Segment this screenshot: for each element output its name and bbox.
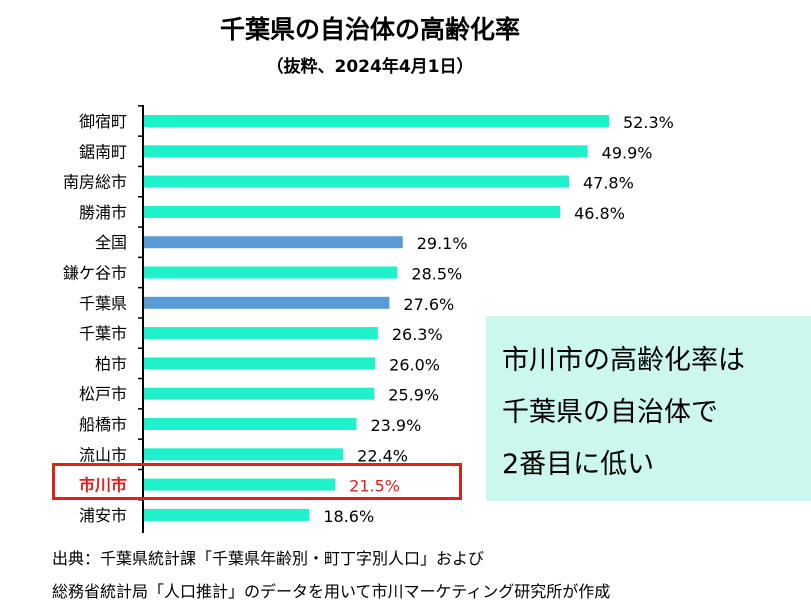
bar	[144, 448, 344, 461]
value-label: 47.8%	[583, 174, 634, 193]
callout-line-2: 千葉県の自治体で	[502, 397, 718, 428]
value-label: 49.9%	[602, 143, 653, 162]
bar	[144, 418, 357, 430]
category-label: 鋸南町	[79, 142, 127, 161]
bar	[144, 387, 375, 400]
highlight-box	[52, 463, 462, 500]
category-label: 浦安市	[79, 506, 127, 525]
value-label: 21.5%	[349, 477, 400, 496]
category-label: 柏市	[95, 354, 127, 373]
value-label: 26.0%	[389, 355, 440, 374]
bar	[144, 508, 310, 521]
value-label: 25.9%	[388, 386, 439, 405]
value-label: 18.6%	[323, 507, 374, 526]
value-label: 52.3%	[623, 113, 674, 132]
category-label: 勝浦市	[79, 203, 127, 222]
category-label: 松戸市	[79, 385, 127, 404]
bar	[144, 266, 398, 279]
bar	[144, 175, 569, 188]
category-label: 船橋市	[79, 415, 127, 434]
bar	[144, 327, 378, 340]
value-label: 28.5%	[411, 265, 462, 284]
callout-line-1: 市川市の高齢化率は	[502, 345, 745, 376]
source-note-line-2: 総務省統計局「人口推計」のデータを用いて市川マーケティング研究所が作成	[52, 582, 611, 601]
chart-subtitle: （抜粋、2024年4月1日）	[266, 57, 474, 77]
bar	[144, 115, 609, 127]
bar	[144, 357, 376, 370]
callout-box: 市川市の高齢化率は 千葉県の自治体で 2番目に低い	[486, 316, 811, 501]
callout-line-3: 2番目に低い	[502, 449, 655, 480]
value-label: 26.3%	[392, 325, 443, 344]
category-label: 千葉県	[79, 294, 127, 313]
category-label: 南房総市	[63, 173, 127, 192]
category-label: 鎌ケ谷市	[63, 264, 127, 283]
source-note-line-1: 出典：千葉県統計課「千葉県年齢別・町丁字別人口」および	[52, 549, 485, 568]
value-label: 27.6%	[403, 295, 454, 314]
value-label: 29.1%	[417, 234, 468, 253]
bar	[144, 236, 403, 249]
bar	[144, 296, 390, 309]
value-label: 23.9%	[370, 416, 421, 435]
bar-chart: 御宿町 52.3% 鋸南町 49.9% 南房総市 47.8% 勝浦市 46.8% 全国 29.1%…	[63, 105, 674, 533]
category-label: 流山市	[79, 445, 127, 464]
value-label: 22.4%	[357, 446, 408, 465]
value-label: 46.8%	[574, 204, 625, 223]
category-label: 御宿町	[79, 112, 127, 131]
bar	[144, 145, 588, 158]
bar	[144, 205, 561, 218]
bar	[144, 478, 336, 491]
category-label: 全国	[95, 233, 127, 252]
category-label: 千葉市	[79, 324, 127, 343]
category-label: 市川市	[79, 476, 127, 495]
chart-title: 千葉県の自治体の高齢化率	[219, 15, 520, 44]
